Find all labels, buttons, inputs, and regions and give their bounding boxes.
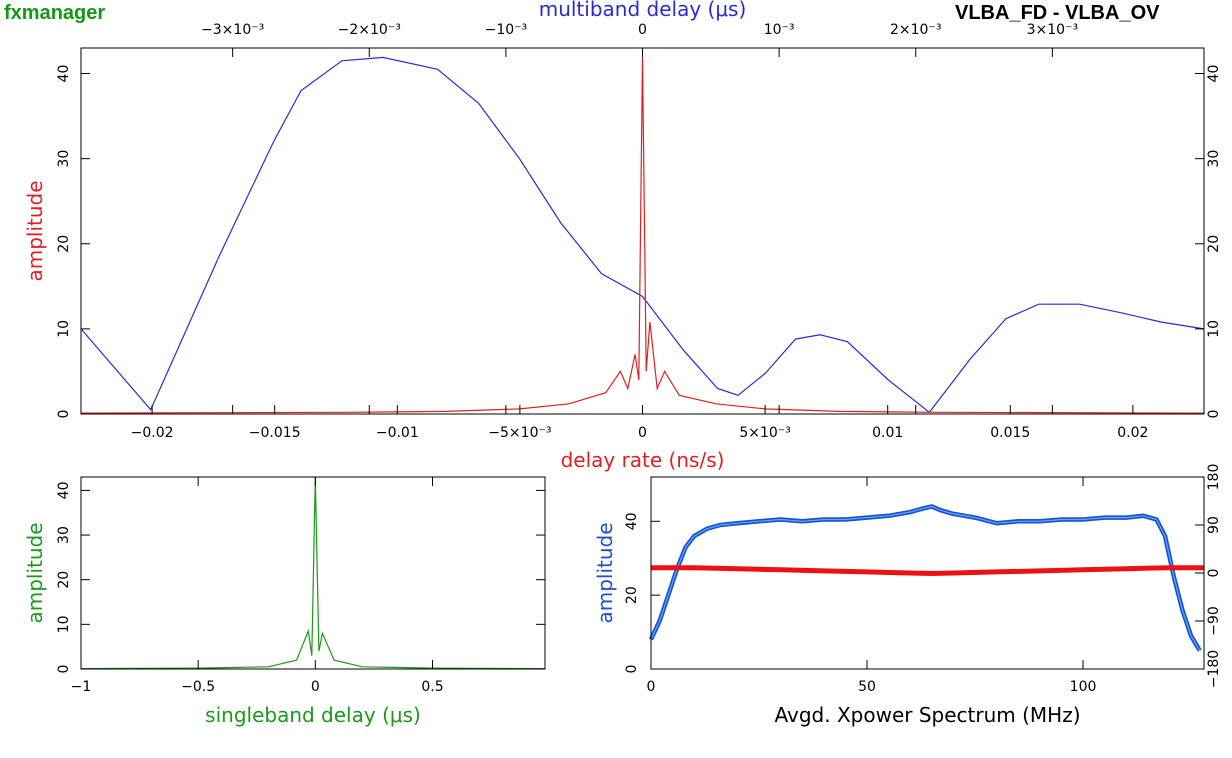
amplitude-spectrum-line <box>648 504 1202 652</box>
spectrum-xlabel: Avgd. Xpower Spectrum (MHz) <box>775 703 1081 727</box>
main-ytick-label: 20 <box>56 235 72 253</box>
spectrum-xtick-label: 100 <box>1070 679 1097 695</box>
phase-spectrum-line <box>651 565 1204 576</box>
spectrum-ytick-label: 0 <box>624 665 640 674</box>
spectrum-chart: 0 50 100 0 20 40 −180 −90 0 90 180 Avgd. Xpower Spe… <box>593 464 1222 727</box>
main-xtick-label: 0.01 <box>872 425 903 441</box>
spectrum-xtick-label: 0 <box>647 679 656 695</box>
main-xlabel: delay rate (ns/s) <box>561 448 725 472</box>
main-xtick-label: 0.02 <box>1117 425 1148 441</box>
main-x2tick-label: 10⁻³ <box>764 22 795 38</box>
delay-rate-line <box>80 56 1205 414</box>
spectrum-ytick-label: 40 <box>624 512 640 530</box>
main-ylabel: amplitude <box>23 180 47 281</box>
main-ytick-label: 40 <box>56 65 72 83</box>
main-xtick-label: 5×10⁻³ <box>739 425 790 441</box>
spectrum-y2tick-label: −180 <box>1206 650 1222 688</box>
spectrum-ylabel: amplitude <box>593 522 617 623</box>
main-xtick-label: −0.01 <box>376 425 419 441</box>
singleband-xtick-label: −1 <box>71 679 92 695</box>
spectrum-ytick-label: 20 <box>624 586 640 604</box>
singleband-ytick-label: 10 <box>56 615 72 633</box>
singleband-line <box>80 476 546 670</box>
main-ytick-label-right: 40 <box>1206 65 1222 83</box>
singleband-ytick-label: 40 <box>56 481 72 499</box>
spectrum-y2tick-label: −90 <box>1206 606 1222 636</box>
main-x2tick-label: 0 <box>638 22 647 38</box>
spectrum-y2tick-label: 0 <box>1206 569 1222 578</box>
main-x2tick-label: −2×10⁻³ <box>338 22 401 38</box>
singleband-xtick-label: −0.5 <box>181 679 215 695</box>
singleband-xtick-label: 0.5 <box>421 679 443 695</box>
main-ytick-label: 10 <box>56 320 72 338</box>
singleband-xlabel: singleband delay (μs) <box>205 703 421 727</box>
main-ytick-label-right: 0 <box>1206 410 1222 419</box>
singleband-ylabel: amplitude <box>23 522 47 623</box>
main-x2label: multiband delay (μs) <box>539 0 747 21</box>
main-ytick-label-right: 10 <box>1206 320 1222 338</box>
main-xtick-label: 0 <box>638 425 647 441</box>
spectrum-y2tick-label: 90 <box>1206 516 1222 534</box>
main-xtick-label: −0.015 <box>249 425 301 441</box>
singleband-ytick-label: 20 <box>56 571 72 589</box>
singleband-xtick-label: 0 <box>311 679 320 695</box>
spectrum-y2tick-label: 180 <box>1206 464 1222 491</box>
multiband-delay-line <box>80 56 1205 414</box>
main-xtick-label: −5×10⁻³ <box>488 425 551 441</box>
main-x2tick-label: 2×10⁻³ <box>890 22 941 38</box>
main-chart: −0.02 −0.015 −0.01 −5×10⁻³ 0 5×10⁻³ 0.01 0.015 0… <box>23 0 1222 472</box>
main-ytick-label: 0 <box>56 410 72 419</box>
singleband-frame <box>80 476 546 670</box>
main-ytick-label: 30 <box>56 150 72 168</box>
main-x2tick-label: −3×10⁻³ <box>201 22 264 38</box>
baseline-title: VLBA_FD - VLBA_OV <box>955 2 1160 24</box>
amplitude-spectrum-highlight <box>650 505 1201 651</box>
main-x2tick-label: 3×10⁻³ <box>1027 22 1078 38</box>
app-label: fxmanager <box>4 2 106 24</box>
main-xtick-label: 0.015 <box>990 425 1030 441</box>
main-xtick-label: −0.02 <box>131 425 174 441</box>
singleband-ytick-label: 0 <box>56 665 72 674</box>
main-ytick-label-right: 20 <box>1206 235 1222 253</box>
spectrum-xtick-label: 50 <box>858 679 876 695</box>
singleband-chart: −1 −0.5 0 0.5 0 10 20 30 40 singleband delay (μs)… <box>23 476 546 727</box>
singleband-ytick-label: 30 <box>56 526 72 544</box>
main-ytick-label-right: 30 <box>1206 150 1222 168</box>
main-x2tick-label: −10⁻³ <box>485 22 528 38</box>
